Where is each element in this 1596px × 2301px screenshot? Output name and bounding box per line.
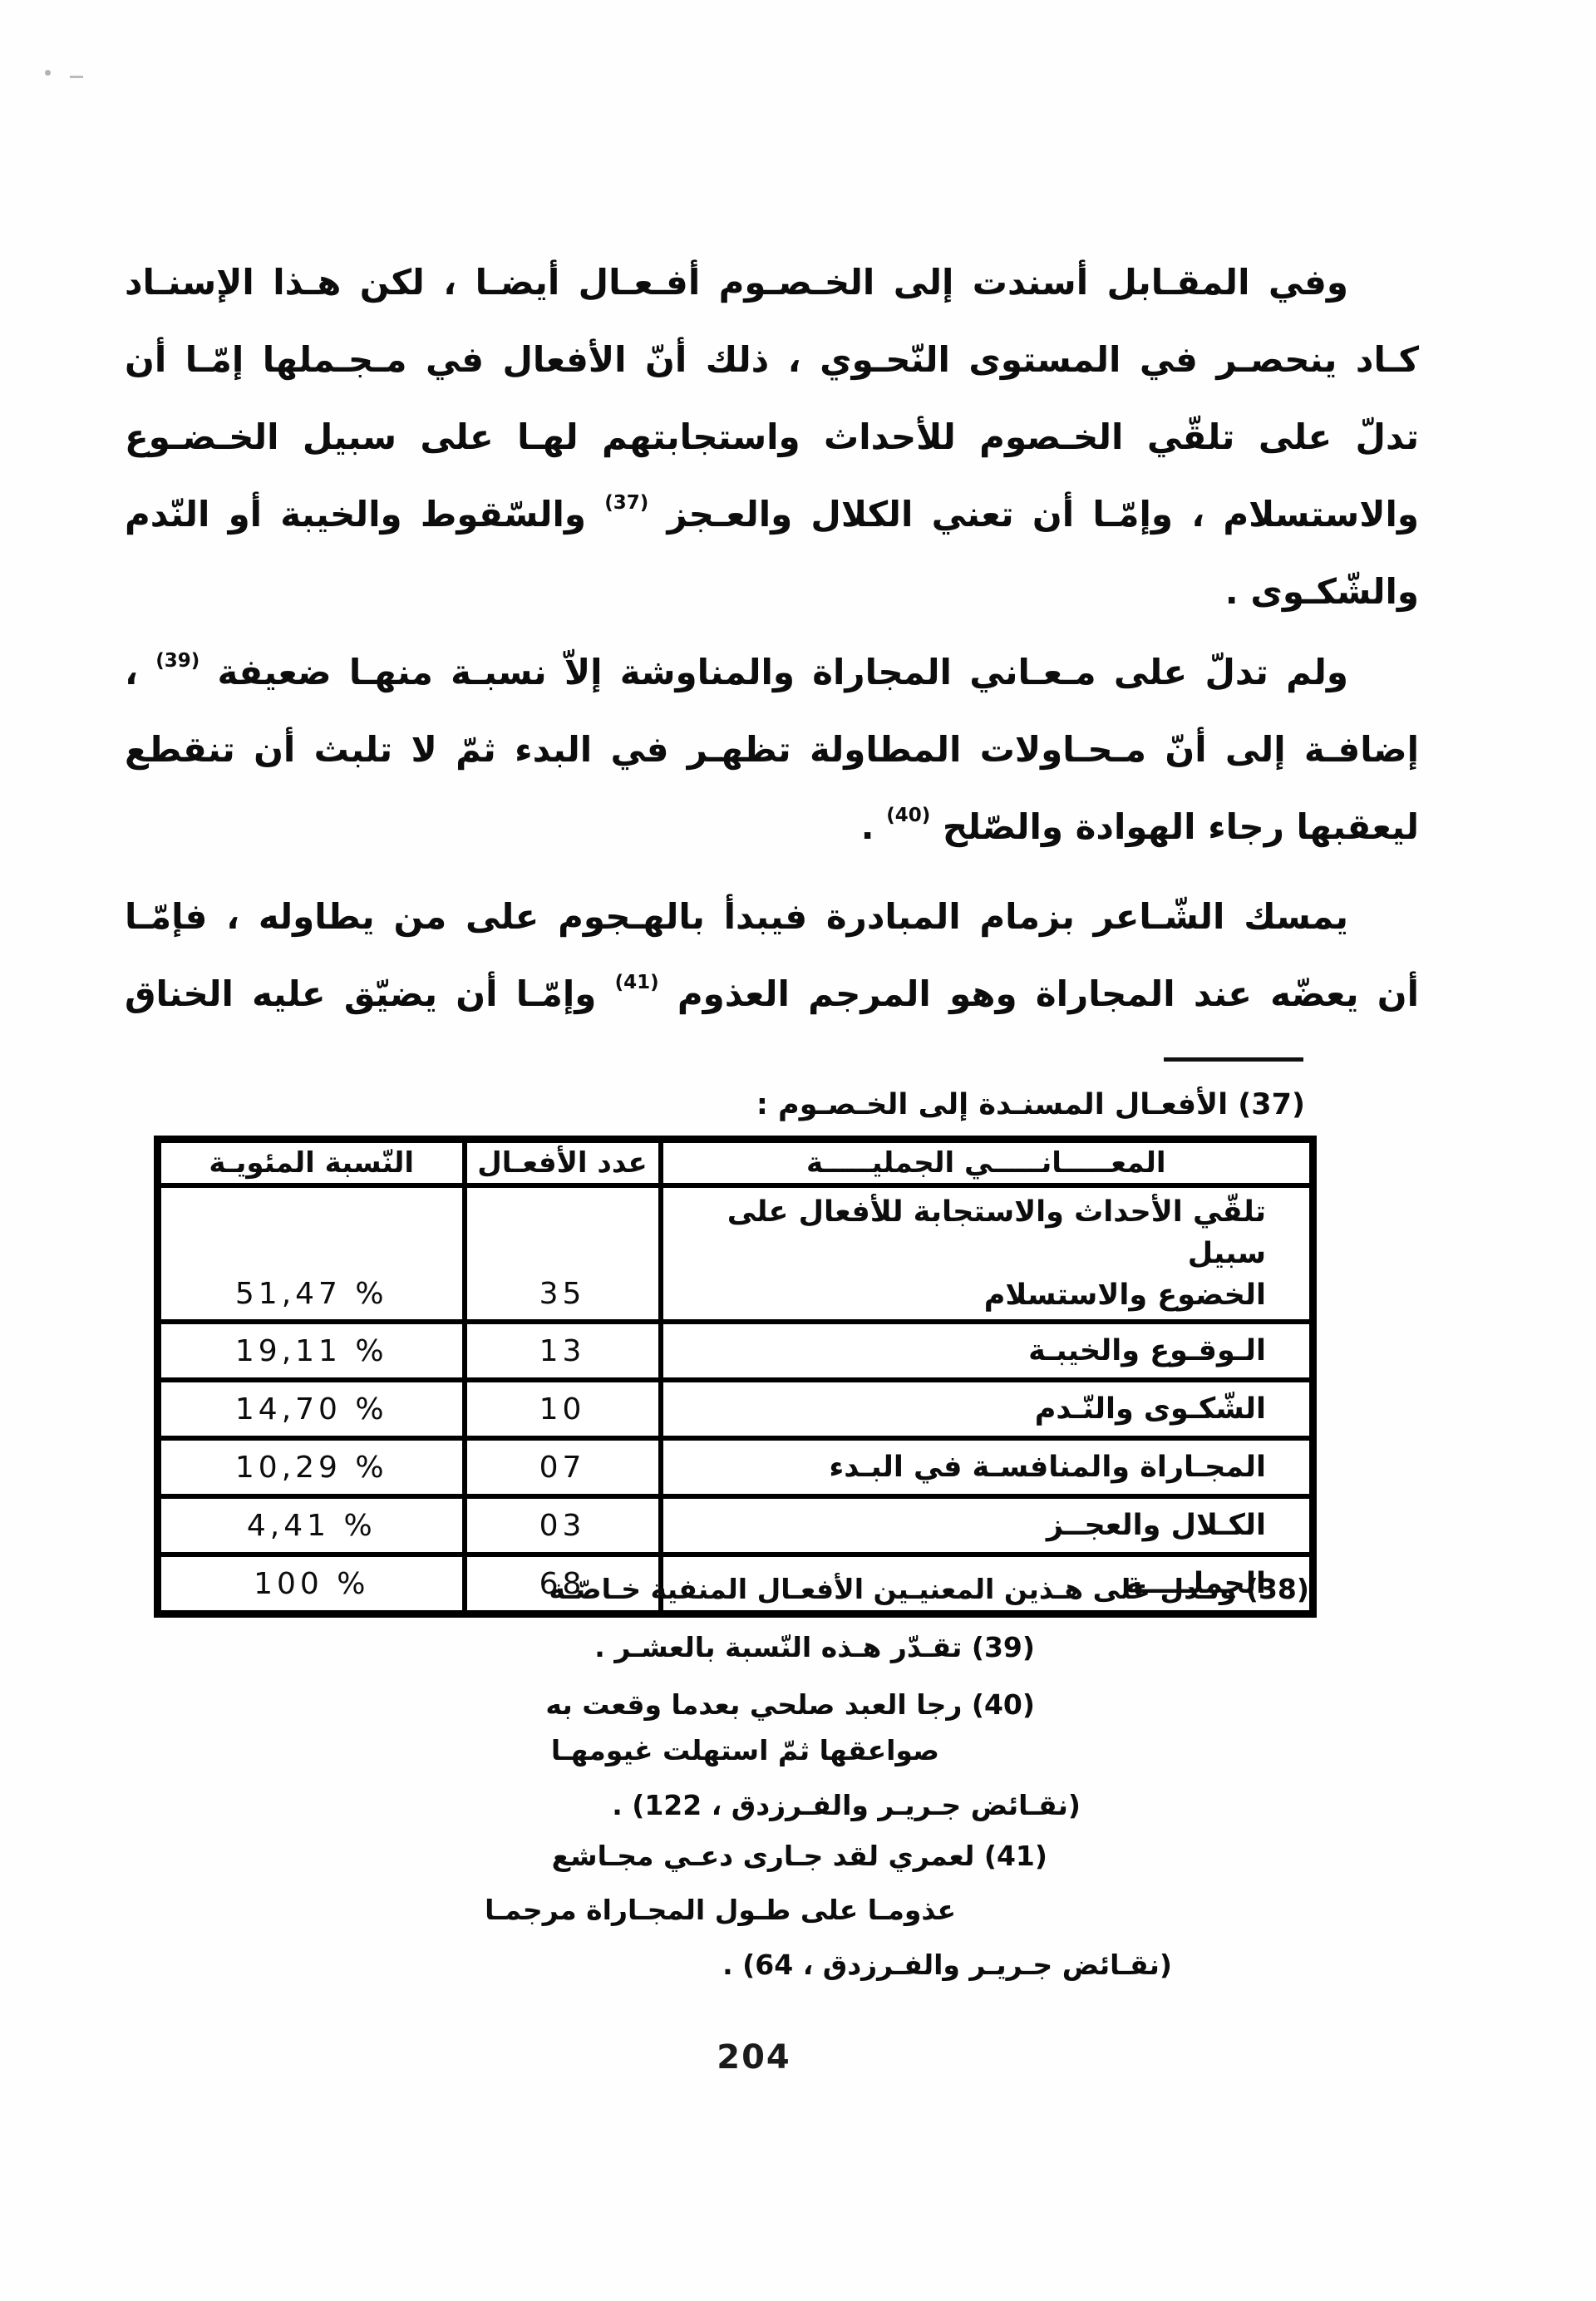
col-header-percentage: النّسبة المئويـة [155, 1136, 467, 1188]
text-line: وفي المقـابل أسندت إلى الخـصـوم أفـعـال … [125, 244, 1419, 321]
table-header-row: المعـــــانـــــي الجمليـــــة عدد الأفع… [155, 1136, 1316, 1188]
text-line: والاستسلام ، وإمّـا أن تعني الكلال والعـ… [125, 475, 1419, 553]
line-text: تدلّ على تلقّي الخـصوم للأحداث واستجابته… [125, 416, 1419, 457]
line-text: وفي المقـابل أسندت إلى الخـصـوم أفـعـال … [125, 262, 1348, 303]
cell-count: 35 [461, 1183, 663, 1324]
line-text: والاستسلام ، وإمّـا أن تعني الكلال والعـ… [648, 494, 1420, 535]
footnote-38: (38) وتـدل على هـذين المعنيـين الأفعـال … [549, 1573, 1309, 1605]
footnote-ref-41: (41) [614, 972, 659, 993]
footnote-41-source: (نقـائض جـريـر والفـرزدق ، 64) . [722, 1949, 1172, 1981]
cell-percent: 10,29 % [155, 1436, 467, 1499]
line-text: ، [125, 652, 156, 692]
footnote-ref-39: (39) [155, 650, 200, 672]
cell-percent-total: 100 % [155, 1552, 467, 1617]
footnote-40-verse1: (40) رجا العبد صلحي بعدما وقعت به [545, 1688, 1035, 1721]
cell-count: 10 [461, 1377, 663, 1441]
cell-percent: 14,70 % [155, 1377, 467, 1441]
col-header-meanings: المعـــــانـــــي الجمليـــــة [658, 1136, 1316, 1188]
text-line: إضافـة إلى أنّ مـحـاولات المطاولة تظهـر … [125, 711, 1419, 788]
cell-count: 03 [461, 1494, 663, 1557]
cell-meaning: الـوقـوع والخيبـة [658, 1319, 1316, 1382]
cell-meaning: الشّكـوى والنّـدم [658, 1377, 1316, 1441]
line-text: أن يعضّه عند المجاراة وهو المرجم العذوم [658, 973, 1420, 1014]
line-text: والسّقوط والخيبة أو النّدم [125, 494, 605, 535]
footnote-ref-40: (40) [886, 805, 931, 826]
table-row: المجـاراة والمنافسـة في البـدء 07 10,29 … [155, 1436, 1316, 1499]
table-row: الشّكـوى والنّـدم 10 14,70 % [155, 1377, 1316, 1441]
line-text: وإمّـا أن يضيّق عليه الخناق [125, 973, 615, 1014]
line-text: يمسك الشّـاعر بزمام المبادرة فيبدأ بالهـ… [125, 896, 1348, 937]
table-caption: (37) الأفعـال المسنـدة إلى الخـصـوم : [756, 1088, 1305, 1121]
line-text: إضافـة إلى أنّ مـحـاولات المطاولة تظهـر … [125, 729, 1419, 770]
text-line: تدلّ على تلقّي الخـصوم للأحداث واستجابته… [125, 398, 1419, 475]
table-row: الكـلال والعجــز 03 4,41 % [155, 1494, 1316, 1557]
footnote-ref-37: (37) [604, 492, 649, 514]
paragraph-1: وفي المقـابل أسندت إلى الخـصـوم أفـعـال … [125, 244, 1419, 630]
line-text: ليعقبها رجاء الهوادة والصّلح [930, 806, 1419, 847]
scan-artifact-dot [45, 70, 51, 76]
col-header-verb-count: عدد الأفعـال [461, 1136, 663, 1188]
footnote-40-verse2: صواعقها ثمّ استهلت غيومهـا [550, 1734, 939, 1766]
text-line: يمسك الشّـاعر بزمام المبادرة فيبدأ بالهـ… [125, 878, 1419, 955]
verbs-statistics-table: المعـــــانـــــي الجمليـــــة عدد الأفع… [154, 1136, 1317, 1618]
line-text: . [860, 806, 887, 847]
line-text: كـاد ينحصـر في المستوى النّحـوي ، ذلك أن… [125, 339, 1419, 380]
table-row: الـوقـوع والخيبـة 13 19,11 % [155, 1319, 1316, 1382]
cell-percent: 51,47 % [155, 1183, 467, 1324]
cell-meaning-total: الجملـــــة [658, 1552, 1316, 1617]
text-line: أن يعضّه عند المجاراة وهو المرجم العذوم … [125, 955, 1419, 1032]
cell-meaning: تلقّي الأحداث والاستجابة للأفعال على سبي… [658, 1183, 1316, 1324]
paragraph-3: يمسك الشّـاعر بزمام المبادرة فيبدأ بالهـ… [125, 878, 1419, 1032]
cell-count: 13 [461, 1319, 663, 1382]
line-text: والشّكـوى . [1224, 571, 1419, 612]
cell-percent: 19,11 % [155, 1319, 467, 1382]
scan-artifact-dash [70, 76, 83, 78]
cell-count: 07 [461, 1436, 663, 1499]
text-line: والشّكـوى . [125, 553, 1419, 630]
footnote-40-source: (نقـائض جـريـر والفـرزدق ، 122) . [612, 1789, 1081, 1821]
table-row: تلقّي الأحداث والاستجابة للأفعال على سبي… [155, 1183, 1316, 1324]
paragraph-2: ولم تدلّ على مـعـاني المجاراة والمناوشة … [125, 633, 1419, 865]
cell-meaning: الكـلال والعجــز [658, 1494, 1316, 1557]
text-line: ولم تدلّ على مـعـاني المجاراة والمناوشة … [125, 633, 1419, 711]
cell-meaning: المجـاراة والمنافسـة في البـدء [658, 1436, 1316, 1499]
line-text: ولم تدلّ على مـعـاني المجاراة والمناوشة … [200, 652, 1348, 692]
cell-count-total: 68 [461, 1552, 663, 1617]
footnote-separator-line [1164, 1057, 1303, 1062]
text-line: ليعقبها رجاء الهوادة والصّلح (40) . [125, 788, 1419, 865]
cell-percent: 4,41 % [155, 1494, 467, 1557]
page-number: 204 [717, 2038, 791, 2077]
footnote-41-verse2: عذومـا على طـول المجـاراة مرجمـا [485, 1894, 956, 1926]
table-total-row: الجملـــــة 68 100 % [155, 1552, 1316, 1617]
text-line: كـاد ينحصـر في المستوى النّحـوي ، ذلك أن… [125, 321, 1419, 398]
footnote-39: (39) تقـدّر هـذه النّسبة بالعشـر . [594, 1631, 1035, 1663]
footnote-41-verse1: (41) لعمري لقد جـارى دعـي مجـاشع [551, 1840, 1047, 1872]
